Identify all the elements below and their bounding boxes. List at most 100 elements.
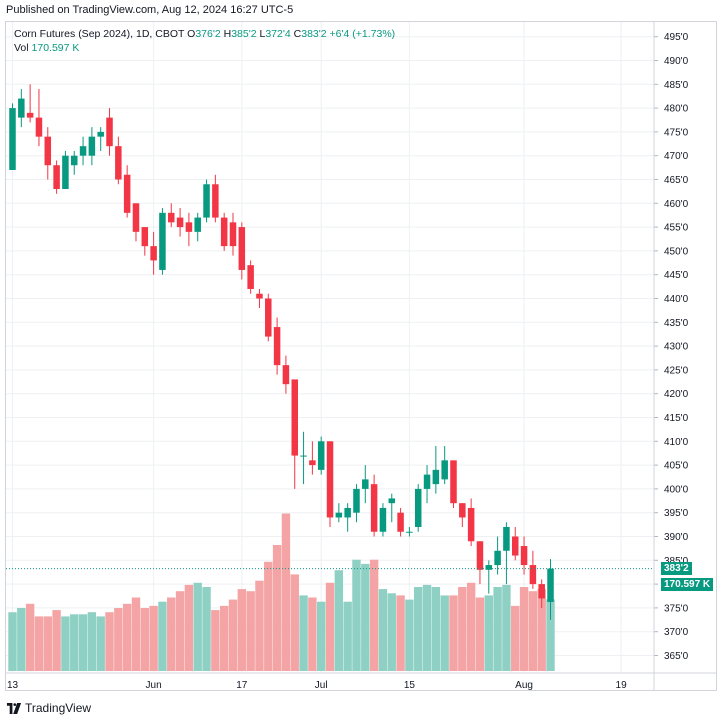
price-tick-label: 440'0: [664, 294, 689, 305]
candle-body: [423, 474, 431, 489]
candle-body: [123, 174, 131, 213]
footer-brand: TradingView: [6, 701, 91, 715]
candle-body: [53, 165, 60, 190]
volume-bar: [502, 584, 511, 671]
footer-brand-label: TradingView: [25, 701, 92, 715]
candle-body: [62, 155, 69, 190]
volume-bar: [431, 587, 441, 671]
open-label: O: [187, 28, 196, 40]
candle-body: [212, 184, 219, 218]
volume-bar: [105, 612, 114, 671]
volume-bar: [475, 597, 485, 671]
time-tick-label: Aug: [515, 680, 533, 691]
price-tick-label: 405'0: [664, 461, 689, 472]
volume-bar: [493, 587, 502, 671]
close-value: 383'2: [301, 28, 327, 40]
volume-bar: [149, 605, 158, 671]
high-label: H: [223, 28, 232, 40]
price-tick-label: 395'0: [664, 508, 689, 519]
volume-bar: [219, 605, 229, 671]
volume-layer: [8, 513, 555, 671]
candle-body: [106, 117, 113, 147]
grid-layer: [6, 22, 654, 672]
price-tick-label: 400'0: [664, 484, 689, 495]
time-tick-label: Jun: [146, 680, 162, 691]
volume-bar: [122, 603, 132, 671]
candle-body: [194, 217, 201, 232]
price-tick-label: 375'0: [664, 603, 689, 614]
time-axis: 13 Jun 17 Jul 15 Aug 19: [6, 672, 716, 691]
candle-body: [317, 441, 325, 470]
volume-bar: [211, 610, 220, 671]
volume-bar: [281, 513, 291, 671]
candle-body: [379, 507, 387, 532]
time-tick-label: Jul: [315, 680, 328, 691]
price-tick-label: 485'0: [664, 80, 689, 91]
candle-body: [538, 584, 545, 599]
volume-bar: [87, 612, 97, 671]
volume-bar: [140, 608, 149, 671]
price-tick-label: 415'0: [664, 413, 689, 424]
volume-bar: [352, 559, 361, 671]
price-tick-label: 450'0: [664, 246, 689, 257]
candle-body: [220, 217, 228, 247]
volume-badge: 170.597 K: [661, 578, 714, 591]
volume-bar: [396, 595, 405, 671]
volume-bar: [466, 582, 476, 671]
volume-bar: [264, 561, 273, 671]
candle-body: [159, 212, 166, 270]
volume-bar: [202, 587, 211, 671]
volume-bar: [290, 574, 299, 671]
candle-body: [282, 365, 290, 385]
volume-bar: [114, 608, 123, 671]
volume-legend: Vol 170.597 K: [14, 42, 79, 54]
volume-bar: [17, 608, 26, 671]
candle-body: [132, 203, 140, 232]
volume-bar: [537, 589, 546, 671]
chart-frame: [5, 21, 717, 691]
candle-body: [362, 479, 369, 489]
change-value: +6'4 (+1.73%): [329, 28, 396, 40]
price-tick-label: 420'0: [664, 389, 689, 400]
candle-body: [44, 136, 52, 166]
volume-bar: [369, 559, 379, 671]
candle-body: [511, 536, 519, 556]
volume-bar: [414, 587, 423, 671]
symbol-label: Corn Futures (Sep 2024), 1D, CBOT: [14, 28, 185, 40]
candle-body: [344, 507, 351, 518]
price-tick-label: 430'0: [664, 342, 689, 353]
candle-body: [300, 455, 307, 457]
price-tick-label: 365'0: [664, 651, 689, 662]
volume-bar: [343, 601, 352, 671]
volume-bar: [334, 570, 344, 671]
candle-body: [70, 155, 78, 166]
time-tick-label: 19: [616, 680, 628, 691]
candle-body: [529, 565, 537, 585]
volume-bar: [34, 616, 44, 671]
volume-bar: [78, 614, 88, 671]
candle-body: [88, 136, 96, 156]
volume-bar: [484, 595, 493, 671]
volume-bar: [511, 605, 520, 671]
volume-bar: [246, 591, 255, 671]
price-tick-label: 470'0: [664, 151, 689, 162]
candle-body: [185, 222, 193, 232]
candle-body: [432, 469, 440, 485]
volume-bar: [43, 616, 52, 671]
close-label: C: [293, 28, 302, 40]
low-label: L: [259, 28, 266, 40]
price-axis: 365'0370'0375'0380'0385'0390'0395'0400'0…: [653, 22, 689, 690]
candle-body: [476, 541, 484, 570]
candle-body: [35, 117, 43, 137]
price-tick-label: 425'0: [664, 365, 689, 376]
price-tick-label: 410'0: [664, 437, 689, 448]
last-price-badge: 383'2: [661, 562, 692, 575]
time-tick-label: 13: [7, 680, 19, 691]
candle-body: [256, 293, 263, 299]
candle-body: [229, 222, 237, 247]
price-tick-label: 490'0: [664, 56, 689, 67]
candle-body: [450, 460, 457, 504]
price-tick-label: 495'0: [664, 32, 689, 43]
candle-body: [485, 565, 493, 570]
